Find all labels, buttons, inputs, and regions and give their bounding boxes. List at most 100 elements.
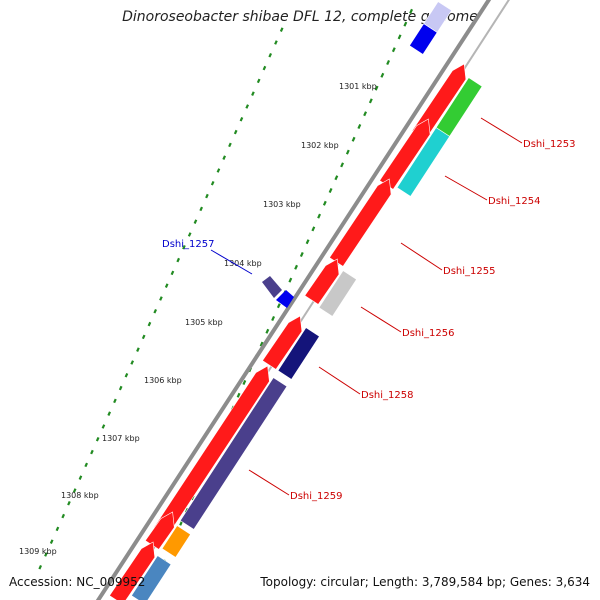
tick-dot xyxy=(334,175,339,181)
tick-dot xyxy=(262,65,267,71)
tick-dot xyxy=(101,424,106,429)
tick-dot xyxy=(153,309,158,314)
scale-label: 1306 kbp xyxy=(144,376,182,385)
gene-dshi-1259-cog xyxy=(179,377,288,530)
tick-dot xyxy=(311,226,316,232)
scale-label: 1308 kbp xyxy=(61,491,99,500)
tick-dot xyxy=(271,315,276,322)
gene-small-red-a xyxy=(144,511,175,550)
gene-small-orange xyxy=(161,525,191,558)
tick-dot xyxy=(403,21,408,27)
tick-dot xyxy=(328,188,333,194)
tick-dot xyxy=(256,78,261,84)
map-title: Dinoroseobacter shibae DFL 12, complete … xyxy=(122,9,478,25)
tick-dot xyxy=(61,513,66,519)
scale-label: 1301 kbp xyxy=(339,82,377,91)
summary-text: Topology: circular; Length: 3,789,584 bp… xyxy=(260,575,590,589)
scale-label: 1309 kbp xyxy=(19,547,57,556)
callout-line xyxy=(480,117,523,144)
gene-dshi-1255 xyxy=(329,178,392,267)
tick-dot xyxy=(84,462,89,468)
tick-dot xyxy=(233,129,238,135)
tick-dot xyxy=(164,283,169,288)
gene-top-lightblue xyxy=(423,1,453,33)
tick-dot xyxy=(187,232,192,237)
scale-labels: 1301 kbp 1302 kbp 1303 kbp 1304 kbp 1305 kbp… xyxy=(19,82,377,556)
gene-label-dshi-1257: Dshi_1257 xyxy=(162,239,214,250)
tick-dot xyxy=(107,411,112,416)
tick-dot xyxy=(351,136,356,142)
tick-dot xyxy=(391,47,396,53)
gene-label-dshi-1255: Dshi_1255 xyxy=(443,266,495,277)
gene-dshi-1258 xyxy=(262,315,303,370)
gene-label-dshi-1258: Dshi_1258 xyxy=(361,390,413,401)
tick-dot xyxy=(216,168,221,173)
tick-dot xyxy=(239,117,244,122)
tick-dot xyxy=(49,539,54,544)
tick-dot xyxy=(182,245,186,250)
tick-dot xyxy=(147,321,152,327)
tick-dot xyxy=(136,347,140,352)
outer-tick-dots xyxy=(38,27,284,570)
tick-dot xyxy=(222,155,227,160)
tick-dot xyxy=(113,398,117,404)
tick-dot xyxy=(72,488,77,493)
tick-dot xyxy=(380,72,385,78)
tick-dot xyxy=(288,277,293,283)
tick-dot xyxy=(259,341,264,347)
gene-dshi-1256 xyxy=(304,258,340,305)
tick-dot xyxy=(176,257,181,263)
gene-dshi-1256-cog xyxy=(318,270,357,317)
gene-callouts: Dshi_1253 Dshi_1254 Dshi_1255 Dshi_1256 Dshi… xyxy=(162,117,575,502)
gene-small-red-b xyxy=(109,541,156,600)
gene-dshi-1254 xyxy=(379,118,431,190)
tick-dot xyxy=(228,142,232,148)
tick-dot xyxy=(397,34,402,40)
tick-dot xyxy=(386,60,391,66)
gene-label-dshi-1254: Dshi_1254 xyxy=(488,196,540,207)
gene-small-steelblue xyxy=(131,555,172,600)
tick-dot xyxy=(268,53,273,58)
tick-dot xyxy=(199,206,204,212)
tick-dot xyxy=(357,124,362,130)
callout-line xyxy=(248,469,290,496)
scale-label: 1303 kbp xyxy=(263,200,301,209)
callout-line xyxy=(360,306,402,333)
gene-dshi-1257-b xyxy=(276,290,294,308)
tick-dot xyxy=(265,328,270,334)
tick-dot xyxy=(236,392,241,398)
tick-dot xyxy=(141,334,146,340)
tick-dot xyxy=(210,181,215,186)
tick-dot xyxy=(294,264,299,270)
accession-text: Accession: NC_009952 xyxy=(9,575,146,589)
gene-features xyxy=(109,1,483,600)
tick-dot xyxy=(279,27,284,32)
gene-label-dshi-1259: Dshi_1259 xyxy=(290,491,342,502)
tick-dot xyxy=(205,193,209,199)
tick-dot xyxy=(274,40,278,45)
tick-dot xyxy=(345,149,350,155)
tick-dot xyxy=(193,219,198,224)
gene-label-dshi-1256: Dshi_1256 xyxy=(402,328,454,339)
tick-dot xyxy=(124,373,129,378)
callout-line xyxy=(400,242,443,271)
scale-label: 1305 kbp xyxy=(185,318,223,327)
tick-dot xyxy=(317,213,322,219)
backbone-outer-line xyxy=(95,0,492,600)
scale-label: 1307 kbp xyxy=(102,434,140,443)
gene-dshi-1259 xyxy=(153,365,270,537)
tick-dot xyxy=(276,303,281,309)
tick-dot xyxy=(55,526,60,532)
gene-dshi-1258-cog xyxy=(277,327,320,380)
gene-dshi-1254-cog xyxy=(396,127,451,197)
tick-dot xyxy=(95,437,100,442)
tick-dot xyxy=(409,8,414,14)
tick-dot xyxy=(245,104,250,109)
tick-dot xyxy=(299,252,304,258)
gene-label-dshi-1253: Dshi_1253 xyxy=(523,139,575,150)
tick-dot xyxy=(368,98,373,104)
tick-dot xyxy=(242,380,247,386)
callout-line xyxy=(210,249,253,275)
scale-label: 1302 kbp xyxy=(301,141,339,150)
